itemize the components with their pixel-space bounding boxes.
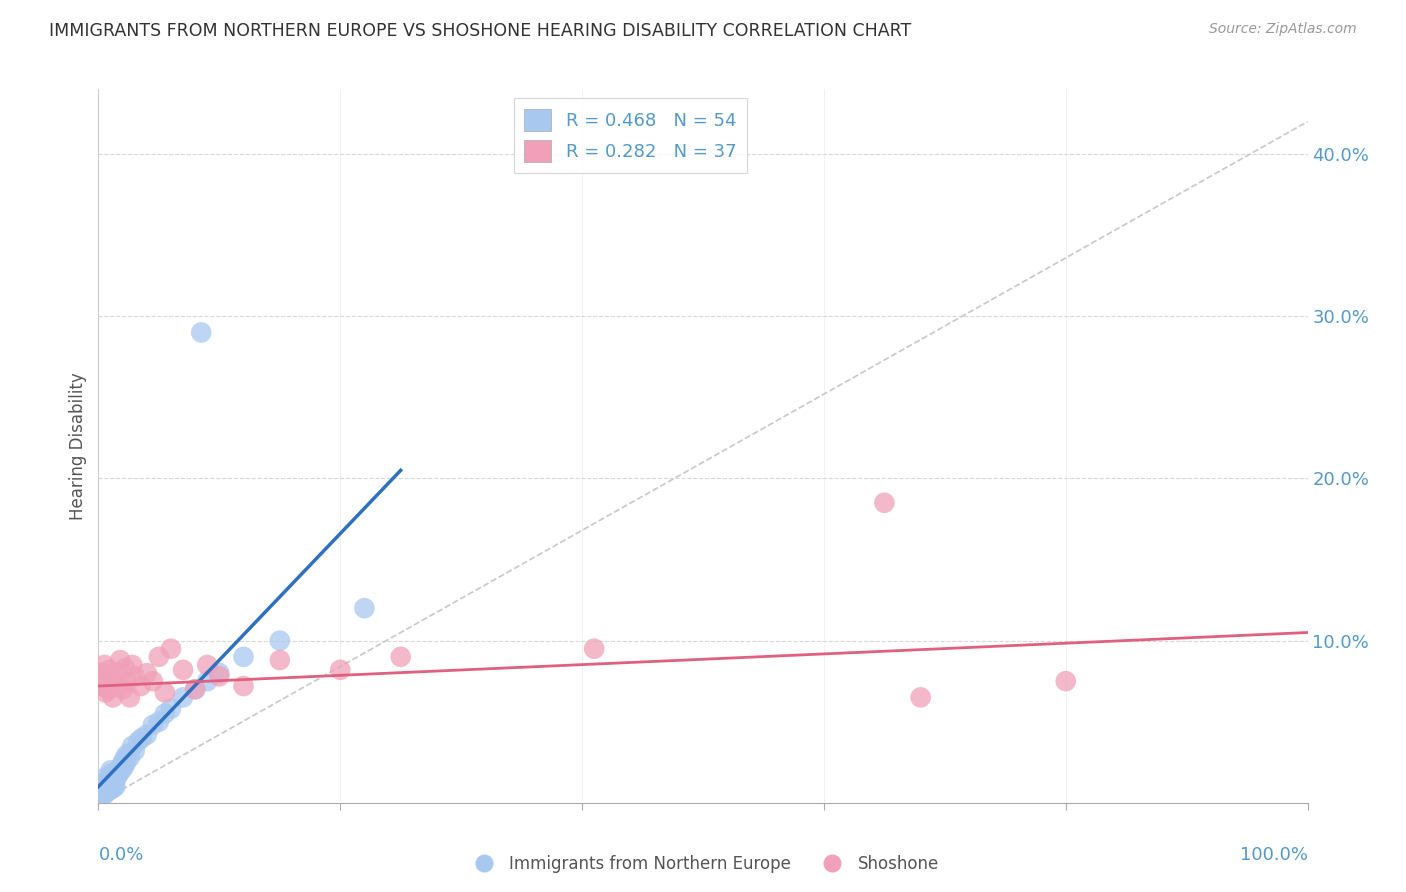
Point	[101, 781, 124, 796]
Point	[91, 772, 114, 786]
Point	[190, 326, 212, 340]
Point	[208, 669, 231, 683]
Point	[142, 674, 165, 689]
Point	[269, 633, 291, 648]
Point	[104, 766, 127, 780]
Point	[389, 649, 412, 664]
Legend: Immigrants from Northern Europe, Shoshone: Immigrants from Northern Europe, Shoshon…	[461, 848, 945, 880]
Point	[91, 679, 114, 693]
Point	[172, 690, 194, 705]
Point	[142, 718, 165, 732]
Point	[96, 784, 118, 798]
Point	[101, 772, 124, 786]
Point	[107, 764, 129, 778]
Point	[112, 760, 135, 774]
Point	[583, 641, 606, 656]
Point	[100, 780, 122, 794]
Point	[98, 772, 121, 786]
Point	[160, 641, 183, 656]
Point	[208, 666, 231, 681]
Point	[135, 666, 157, 681]
Point	[195, 674, 218, 689]
Point	[94, 786, 117, 800]
Point	[100, 674, 122, 689]
Point	[117, 747, 139, 761]
Point	[97, 682, 120, 697]
Point	[195, 657, 218, 672]
Point	[1054, 674, 1077, 689]
Point	[114, 750, 136, 764]
Point	[104, 780, 127, 794]
Point	[118, 750, 141, 764]
Point	[105, 772, 128, 786]
Point	[153, 685, 176, 699]
Point	[93, 776, 115, 790]
Point	[107, 679, 129, 693]
Point	[353, 601, 375, 615]
Point	[148, 714, 170, 729]
Point	[118, 690, 141, 705]
Point	[91, 780, 114, 794]
Point	[100, 782, 122, 797]
Legend: R = 0.468   N = 54, R = 0.282   N = 37: R = 0.468 N = 54, R = 0.282 N = 37	[513, 98, 748, 173]
Text: 100.0%: 100.0%	[1240, 846, 1308, 863]
Point	[172, 663, 194, 677]
Point	[121, 657, 143, 672]
Point	[111, 682, 134, 697]
Point	[124, 669, 146, 683]
Point	[93, 782, 115, 797]
Point	[127, 734, 149, 748]
Text: 0.0%: 0.0%	[98, 846, 143, 863]
Point	[148, 649, 170, 664]
Point	[103, 776, 125, 790]
Point	[232, 679, 254, 693]
Point	[910, 690, 932, 705]
Point	[100, 776, 122, 790]
Point	[873, 496, 896, 510]
Point	[91, 776, 114, 790]
Point	[90, 788, 112, 802]
Point	[94, 685, 117, 699]
Point	[115, 756, 138, 770]
Point	[97, 773, 120, 788]
Point	[329, 663, 352, 677]
Point	[153, 706, 176, 721]
Point	[91, 666, 114, 681]
Point	[184, 682, 207, 697]
Point	[135, 728, 157, 742]
Text: Source: ZipAtlas.com: Source: ZipAtlas.com	[1209, 22, 1357, 37]
Point	[96, 669, 118, 683]
Point	[93, 657, 115, 672]
Text: IMMIGRANTS FROM NORTHERN EUROPE VS SHOSHONE HEARING DISABILITY CORRELATION CHART: IMMIGRANTS FROM NORTHERN EUROPE VS SHOSH…	[49, 22, 911, 40]
Point	[98, 780, 121, 794]
Point	[124, 744, 146, 758]
Point	[111, 756, 134, 770]
Point	[101, 690, 124, 705]
Point	[114, 661, 136, 675]
Point	[108, 760, 131, 774]
Point	[91, 782, 114, 797]
Point	[121, 739, 143, 753]
Point	[108, 653, 131, 667]
Point	[131, 731, 153, 745]
Point	[93, 788, 115, 802]
Point	[160, 702, 183, 716]
Point	[110, 764, 132, 778]
Point	[90, 674, 112, 689]
Point	[104, 666, 127, 681]
Point	[97, 782, 120, 797]
Point	[100, 764, 122, 778]
Point	[100, 766, 122, 780]
Y-axis label: Hearing Disability: Hearing Disability	[69, 372, 87, 520]
Point	[94, 780, 117, 794]
Point	[129, 679, 152, 693]
Point	[108, 766, 131, 780]
Point	[232, 649, 254, 664]
Point	[117, 674, 139, 689]
Point	[96, 776, 118, 790]
Point	[98, 663, 121, 677]
Point	[269, 653, 291, 667]
Point	[184, 682, 207, 697]
